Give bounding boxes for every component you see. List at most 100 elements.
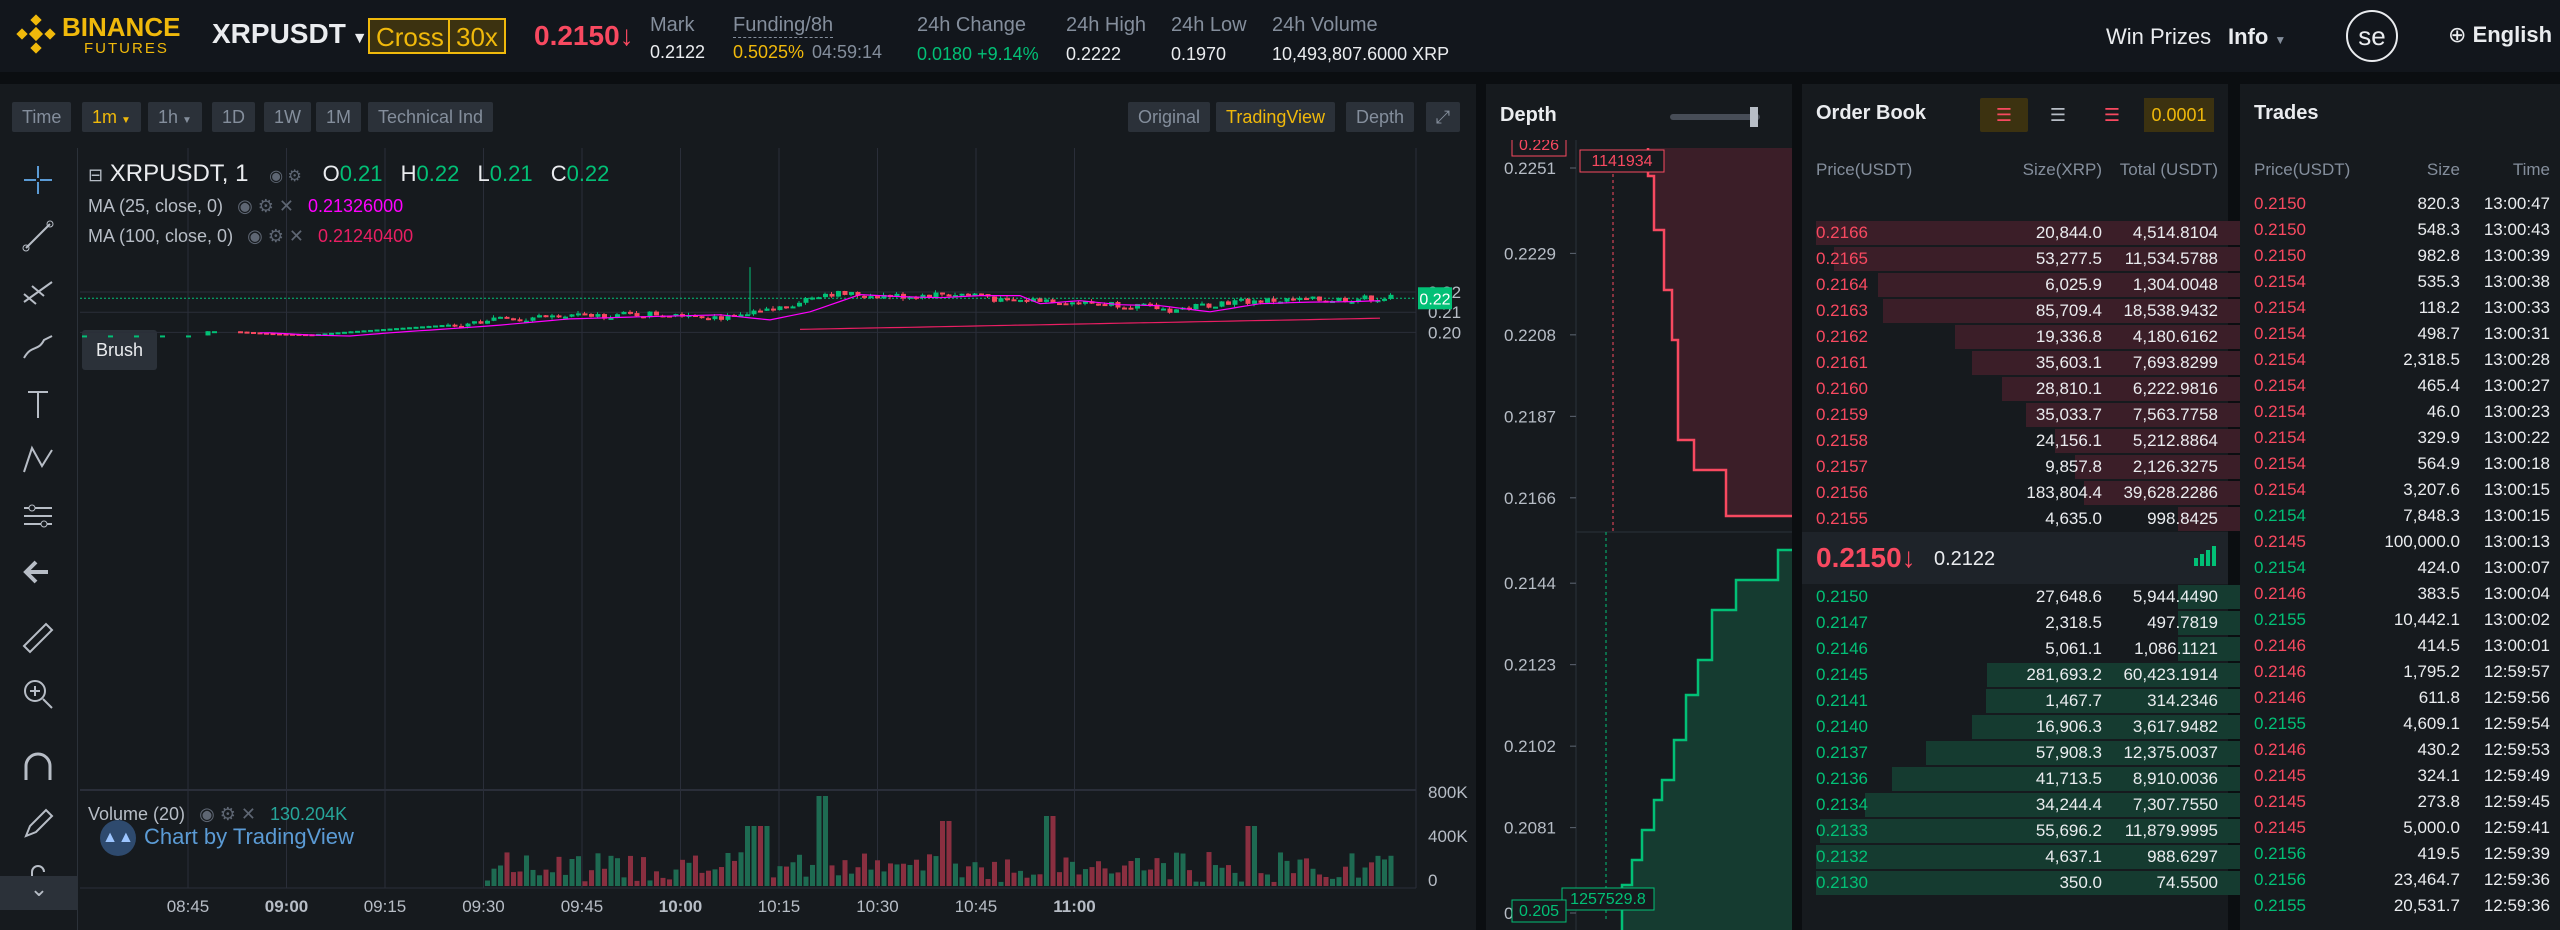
volume-bar	[797, 854, 802, 886]
ask-row[interactable]: 0.2159 35,033.7 7,563.7758	[1802, 402, 2242, 428]
brush-icon[interactable]	[18, 328, 58, 368]
view-asks-icon[interactable]: ☰	[2103, 105, 2121, 125]
view-original[interactable]: Original	[1128, 102, 1211, 132]
language-selector[interactable]: ⊕ English	[2448, 22, 2553, 47]
ask-row[interactable]: 0.2164 6,025.9 1,304.0048	[1802, 272, 2242, 298]
bid-row[interactable]: 0.2136 41,713.5 8,910.0036	[1802, 766, 2242, 792]
ask-row[interactable]: 0.2160 28,810.1 6,222.9816	[1802, 376, 2242, 402]
collapse-legend-icon[interactable]: ⊟	[88, 165, 104, 185]
toolbar-collapse-button[interactable]: ⌄	[0, 876, 78, 910]
ask-row[interactable]: 0.2156 183,804.4 39,628.2286	[1802, 480, 2242, 506]
symbol-name: XRPUSDT	[212, 18, 346, 49]
trade-row: 0.2154 329.9 13:00:22	[2240, 426, 2560, 452]
interval-1w[interactable]: 1W	[264, 102, 311, 132]
bid-row[interactable]: 0.2134 34,244.4 7,307.7550	[1802, 792, 2242, 818]
bid-row[interactable]: 0.2132 4,637.1 988.6297	[1802, 844, 2242, 870]
bid-row[interactable]: 0.2130 350.0 74.5500	[1802, 870, 2242, 896]
depth-bar	[2025, 403, 2242, 427]
depth-bar	[2083, 481, 2242, 505]
trade-row: 0.2154 465.4 13:00:27	[2240, 374, 2560, 400]
trade-price: 0.2154	[2254, 376, 2306, 395]
slider-handle[interactable]	[1750, 107, 1758, 127]
trade-time: 13:00:22	[2483, 428, 2550, 447]
back-arrow-icon[interactable]	[18, 552, 58, 592]
bid-row[interactable]: 0.2150 27,648.6 5,944.4490	[1802, 584, 2242, 610]
trade-size: 414.5	[2417, 636, 2460, 655]
info-menu[interactable]: Info ▼	[2228, 24, 2287, 49]
trade-price: 0.2145	[2254, 532, 2306, 551]
price-cell: 0.2140	[1816, 717, 1868, 736]
ask-row[interactable]: 0.2155 4,635.0 998.8425	[1802, 506, 2242, 532]
candle-body	[1200, 303, 1205, 306]
view-both-icon[interactable]: ☰	[1980, 98, 2028, 132]
funding-label[interactable]: Funding/8h	[733, 14, 834, 38]
price-cell: 0.2159	[1816, 405, 1868, 424]
volume-bar	[764, 826, 770, 886]
candle-body	[1226, 301, 1231, 305]
volume-bar	[498, 865, 503, 886]
interval-1m[interactable]: 1m ▼	[82, 102, 141, 132]
bid-row[interactable]: 0.2137 57,908.3 12,375.0037	[1802, 740, 2242, 766]
fib-tool-icon[interactable]	[18, 272, 58, 312]
symbol-selector[interactable]: XRPUSDT ▼	[212, 18, 368, 50]
depth-bar	[1971, 351, 2242, 375]
bid-row[interactable]: 0.2147 2,318.5 497.7819	[1802, 610, 2242, 636]
bid-row[interactable]: 0.2133 55,696.2 11,879.9995	[1802, 818, 2242, 844]
ask-row[interactable]: 0.2158 24,156.1 5,212.8864	[1802, 428, 2242, 454]
candle-body	[1011, 299, 1017, 302]
ask-row[interactable]: 0.2165 53,277.5 11,534.5788	[1802, 246, 2242, 272]
trade-row: 0.2155 10,442.1 13:00:02	[2240, 608, 2560, 634]
volume-bar	[1018, 870, 1023, 886]
trades-col-price: Price(USDT)	[2254, 160, 2351, 179]
depth-zoom-slider[interactable]	[1670, 107, 1760, 127]
bid-row[interactable]: 0.2145 281,693.2 60,423.1914	[1802, 662, 2242, 688]
text-tool-icon[interactable]	[18, 384, 58, 424]
precision-selector[interactable]: 0.0001	[2144, 98, 2214, 132]
lock-drawing-icon[interactable]	[18, 804, 58, 844]
interval-1mo[interactable]: 1M	[316, 102, 362, 132]
bid-row[interactable]: 0.2141 1,467.7 314.2346	[1802, 688, 2242, 714]
price-cell: 0.2146	[1816, 639, 1868, 658]
price-cell: 0.2137	[1816, 743, 1868, 762]
candle-body	[1024, 299, 1030, 302]
zoom-in-icon[interactable]	[18, 674, 58, 714]
ask-row[interactable]: 0.2163 85,709.4 18,538.9432	[1802, 298, 2242, 324]
binance-logo-icon[interactable]	[16, 14, 56, 54]
trade-time: 13:00:31	[2483, 324, 2550, 343]
view-bids-icon[interactable]: ☰	[2049, 105, 2067, 125]
depth-price-tick-label: 0.2251	[1504, 159, 1556, 178]
depth-chart[interactable]: 0.2251 0.2229 0.2208 0.2187 0.2166 0.2144 0.21…	[1486, 140, 1792, 930]
avatar[interactable]: se	[2346, 10, 2398, 62]
tradingview-watermark[interactable]: ▲▲ Chart by TradingView	[100, 820, 354, 856]
interval-1h[interactable]: 1h ▼	[148, 102, 202, 132]
interval-1d[interactable]: 1D	[212, 102, 256, 132]
price-cell: 0.2132	[1816, 847, 1868, 866]
technical-indicators-button[interactable]: Technical Ind	[368, 102, 494, 132]
magnet-icon[interactable]	[18, 748, 58, 788]
trend-line-icon[interactable]	[18, 216, 58, 256]
volume-bar	[732, 860, 737, 886]
margin-mode-button[interactable]: Cross	[368, 18, 452, 54]
pattern-tool-icon[interactable]	[18, 440, 58, 480]
ask-row[interactable]: 0.2161 35,603.1 7,693.8299	[1802, 350, 2242, 376]
bid-row[interactable]: 0.2146 5,061.1 1,086.1121	[1802, 636, 2242, 662]
crosshair-icon[interactable]	[18, 160, 58, 200]
ask-row[interactable]: 0.2166 20,844.0 4,514.8104	[1802, 220, 2242, 246]
win-prizes-link[interactable]: Win Prizes	[2106, 24, 2212, 49]
bid-row[interactable]: 0.2140 16,906.3 3,617.9482	[1802, 714, 2242, 740]
view-tradingview[interactable]: TradingView	[1216, 102, 1336, 132]
ask-row[interactable]: 0.2162 19,336.8 4,180.6162	[1802, 324, 2242, 350]
interval-time[interactable]: Time	[12, 102, 72, 132]
candlestick-chart[interactable]: 08:45 09:00 09:15 09:30 09:45 10:00 10:15 10:30…	[80, 148, 1476, 930]
candle-body	[816, 297, 822, 300]
volume-bar	[771, 877, 776, 886]
volume-bar	[920, 870, 926, 886]
ruler-icon[interactable]	[18, 618, 58, 658]
trade-size: 3,207.6	[2403, 480, 2460, 499]
view-depth[interactable]: Depth	[1346, 102, 1415, 132]
fullscreen-icon[interactable]: ⤢	[1426, 102, 1460, 132]
prediction-tool-icon[interactable]	[18, 496, 58, 536]
candle-body	[530, 317, 536, 321]
leverage-button[interactable]: 30x	[448, 18, 506, 54]
ask-row[interactable]: 0.2157 9,857.8 2,126.3275	[1802, 454, 2242, 480]
